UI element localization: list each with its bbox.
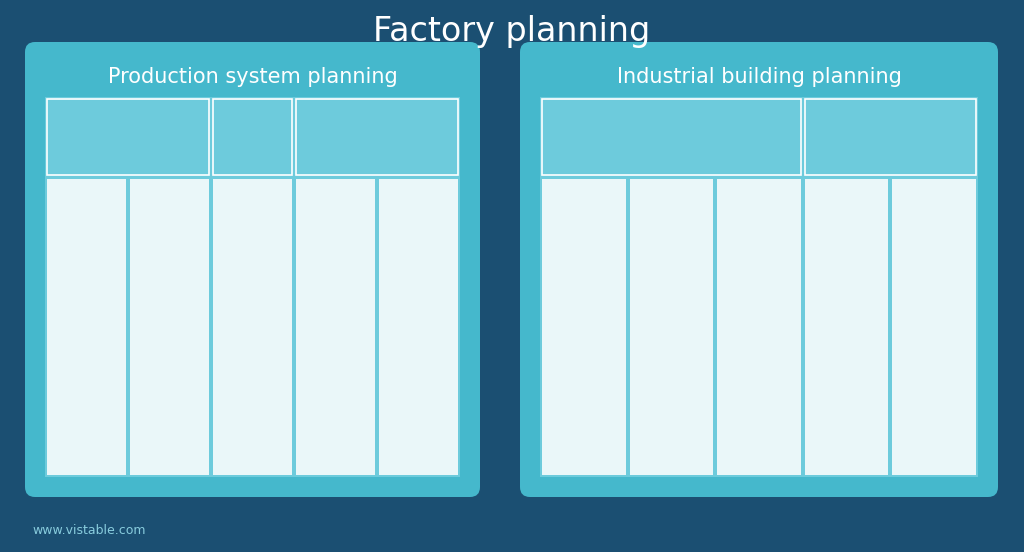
Text: Factory planning: Factory planning [374,15,650,49]
FancyBboxPatch shape [47,179,126,475]
FancyBboxPatch shape [805,179,889,475]
FancyBboxPatch shape [47,99,209,175]
FancyBboxPatch shape [45,97,460,477]
FancyBboxPatch shape [296,179,375,475]
Text: Production
planning: Production planning [91,122,165,152]
Text: Personnel
requirements: Personnel requirements [404,285,432,369]
Text: SmartFactory: SmartFactory [928,285,941,369]
Text: Production system planning: Production system planning [108,67,397,87]
FancyBboxPatch shape [805,99,976,175]
FancyBboxPatch shape [25,42,480,497]
FancyBboxPatch shape [379,179,458,475]
Text: Sustainability: Sustainability [840,285,853,369]
Text: Materials handling: Materials handling [163,269,176,385]
FancyBboxPatch shape [213,99,292,175]
Text: Automation
technology: Automation technology [73,291,100,363]
FancyBboxPatch shape [542,179,626,475]
Text: Infrastructure
planning: Infrastructure planning [843,122,938,152]
Text: Object planning: Object planning [578,278,590,376]
FancyBboxPatch shape [130,179,209,475]
Text: Warehouse
technology: Warehouse technology [322,292,349,362]
Text: Assembly
planning: Assembly planning [219,122,286,152]
Text: Building design: Building design [617,130,725,144]
Text: Technical building
equipment: Technical building equipment [745,271,773,383]
Text: Industrial building planning: Industrial building planning [616,67,901,87]
FancyBboxPatch shape [520,42,998,497]
FancyBboxPatch shape [213,179,292,475]
FancyBboxPatch shape [717,179,801,475]
FancyBboxPatch shape [542,99,801,175]
Text: www.vistable.com: www.vistable.com [32,523,145,537]
Text: Manufacturing
Technology: Manufacturing Technology [239,282,266,373]
FancyBboxPatch shape [630,179,713,475]
FancyBboxPatch shape [540,97,978,477]
FancyBboxPatch shape [892,179,976,475]
Text: Intralogistics
planning: Intralogistics planning [333,122,422,152]
Text: Structure: Structure [665,298,678,356]
FancyBboxPatch shape [296,99,458,175]
